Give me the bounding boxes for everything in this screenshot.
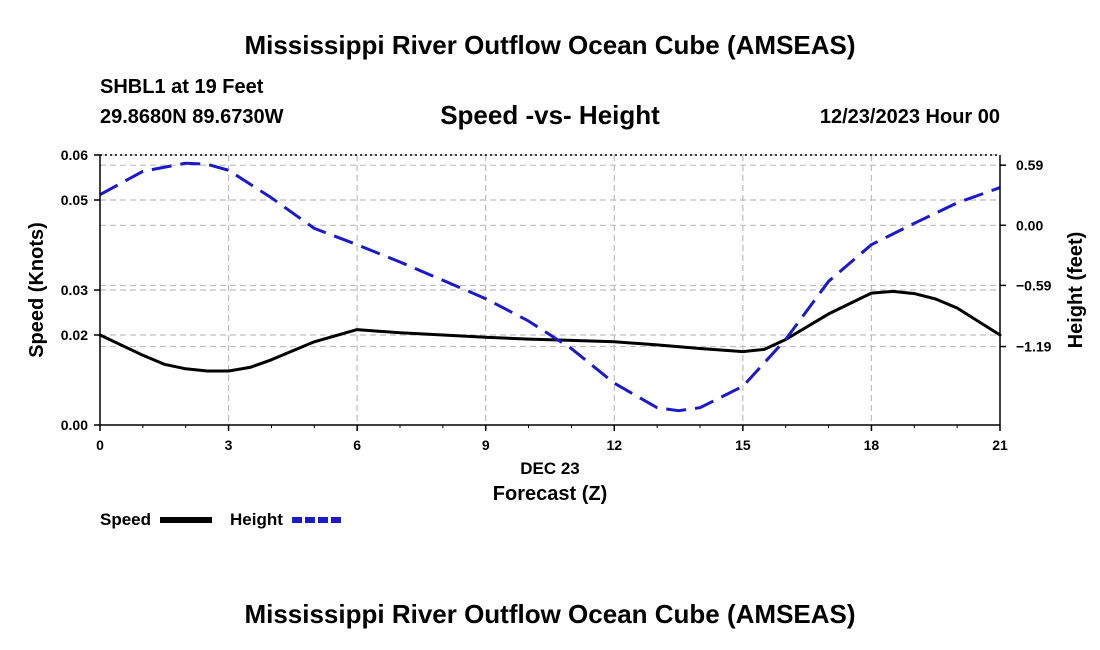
station-label: SHBL1 at 19 Feet	[100, 76, 264, 98]
yl-tick-label-0.05: 0.05	[61, 192, 88, 208]
x-tick-label-21: 21	[992, 437, 1008, 453]
yr-tick-label-2: −0.59	[1016, 277, 1052, 293]
series-layer	[98, 161, 1002, 413]
yr-tick-label-0: 0.59	[1016, 157, 1043, 173]
yl-tick-label-0.02: 0.02	[61, 327, 88, 343]
x-axis-label: Forecast (Z)	[493, 483, 607, 505]
ticks-layer: 0 3 6 9 12 15 18 21 0.00 0.02 0.03 0.05 0.06 0.59 0.00…	[61, 147, 1052, 453]
legend: Speed Height	[100, 510, 344, 529]
x-axis-date-label: DEC 23	[520, 459, 580, 478]
x-tick-label-0: 0	[96, 437, 104, 453]
x-tick-label-3: 3	[225, 437, 233, 453]
chart-subtitle: Speed -vs- Height	[440, 100, 660, 130]
x-tick-label-12: 12	[606, 437, 622, 453]
yl-tick-label-0.00: 0.00	[61, 417, 88, 433]
x-tick-label-18: 18	[864, 437, 880, 453]
x-tick-label-9: 9	[482, 437, 490, 453]
series-line-height	[99, 161, 1001, 413]
yl-tick-label-0.03: 0.03	[61, 282, 88, 298]
x-tick-label-6: 6	[353, 437, 361, 453]
station-coordinates: 29.8680N 89.6730W	[100, 106, 284, 128]
legend-label-speed: Speed	[100, 510, 151, 529]
chart-footer-title: Mississippi River Outflow Ocean Cube (AM…	[244, 599, 856, 629]
forecast-datetime: 12/23/2023 Hour 00	[819, 106, 1000, 128]
yr-tick-label-1: 0.00	[1016, 217, 1043, 233]
y-axis-right-label: Height (feet)	[1065, 232, 1087, 349]
legend-label-height: Height	[230, 510, 283, 529]
grid-layer	[100, 154, 1000, 425]
yr-tick-label-3: −1.19	[1016, 339, 1052, 355]
series-line-speed	[98, 289, 1002, 373]
y-axis-left-label: Speed (Knots)	[26, 222, 48, 358]
x-tick-label-15: 15	[735, 437, 751, 453]
yl-tick-label-0.06: 0.06	[61, 147, 88, 163]
chart-main-title: Mississippi River Outflow Ocean Cube (AM…	[244, 30, 856, 60]
